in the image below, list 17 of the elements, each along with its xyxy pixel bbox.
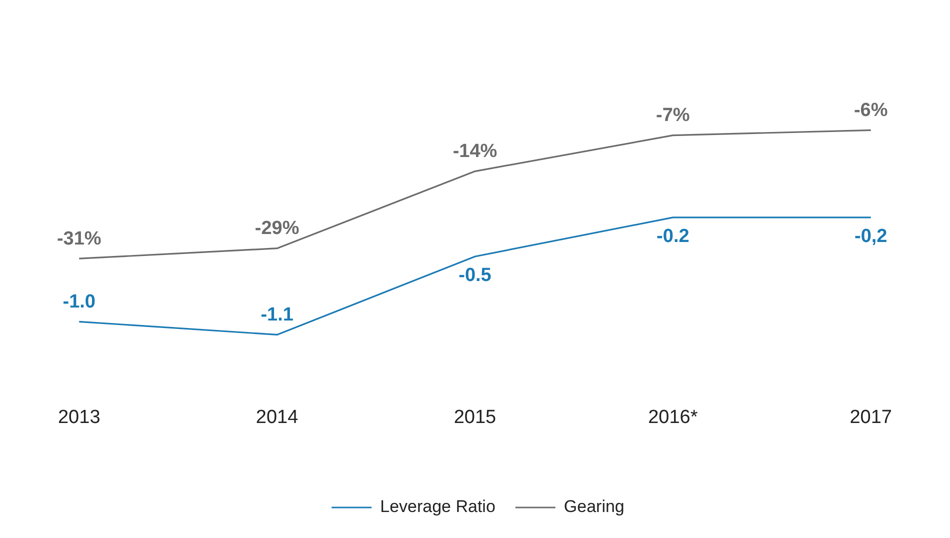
data-label: -7% xyxy=(656,105,690,126)
data-label: -31% xyxy=(56,228,102,250)
legend-label: Gearing xyxy=(564,497,624,516)
x-tick-label: 2017 xyxy=(850,406,892,428)
data-label: -0.2 xyxy=(656,226,690,248)
data-label: -0,2 xyxy=(854,226,888,248)
data-label: -0.5 xyxy=(458,265,492,286)
x-tick-label: 2014 xyxy=(256,406,299,428)
x-tick-label: 2015 xyxy=(454,406,496,428)
data-label: -6% xyxy=(854,100,888,121)
x-tick-label: 2016* xyxy=(648,406,698,428)
x-tick-label: 2013 xyxy=(58,406,100,428)
legend-label: Leverage Ratio xyxy=(380,497,496,516)
data-label: -14% xyxy=(452,141,498,162)
data-label: -29% xyxy=(254,218,300,240)
data-label: -1.0 xyxy=(62,291,96,312)
data-label: -1.1 xyxy=(260,304,294,326)
